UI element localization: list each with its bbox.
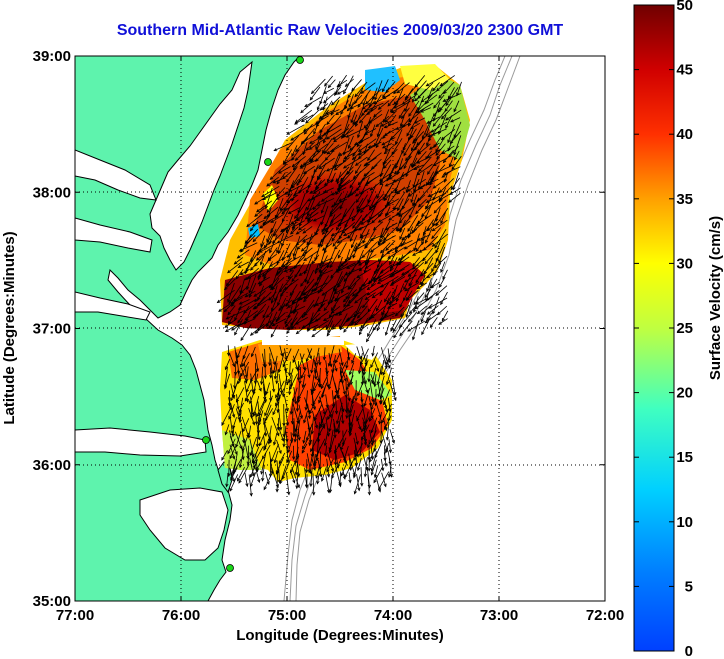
radar-station-marker — [226, 564, 234, 572]
colorbar-label: Surface Velocity (cm/s) — [707, 216, 724, 380]
y-tick-label: 36:00 — [33, 457, 71, 474]
y-tick-label: 35:00 — [33, 593, 71, 610]
bathymetry-contours — [283, 56, 521, 601]
x-tick-label: 76:00 — [162, 607, 200, 624]
colorbar-tick-label: 10 — [676, 514, 693, 531]
x-axis: 77:00 76:00 75:00 74:00 73:00 72:00 — [56, 56, 624, 624]
colorbar-tick-label: 20 — [676, 385, 693, 402]
colorbar-tick-label: 50 — [676, 0, 693, 14]
colorbar-tick-label: 25 — [676, 320, 693, 337]
albemarle-sound — [75, 427, 207, 457]
radar-station-marker — [296, 56, 304, 64]
x-tick-label: 77:00 — [56, 607, 94, 624]
colorbar-tick-label: 35 — [676, 191, 693, 208]
potomac-river — [75, 149, 157, 201]
y-axis-label: Latitude (Degrees:Minutes) — [1, 231, 18, 424]
x-tick-label: 75:00 — [268, 607, 306, 624]
x-tick-label: 72:00 — [586, 607, 624, 624]
velocity-vectors — [216, 74, 462, 497]
colorbar-tick-label: 0 — [685, 643, 693, 659]
radar-stations — [202, 56, 304, 572]
chesapeake-bay — [149, 60, 253, 271]
colorbar — [633, 4, 675, 652]
x-axis-label: Longitude (Degrees:Minutes) — [236, 627, 444, 644]
rappahannock-river — [75, 217, 153, 253]
map-grid — [75, 56, 605, 601]
colorbar-tick-label: 45 — [676, 62, 693, 79]
pamlico-sound — [139, 487, 229, 561]
y-axis: 39:00 38:00 37:00 36:00 35:00 — [33, 48, 605, 610]
x-tick-label: 73:00 — [480, 607, 518, 624]
y-tick-label: 39:00 — [33, 48, 71, 65]
y-tick-label: 38:00 — [33, 184, 71, 201]
y-tick-label: 37:00 — [33, 321, 71, 338]
colorbar-tick-label: 40 — [676, 126, 693, 143]
james-river — [75, 291, 151, 321]
x-tick-label: 74:00 — [374, 607, 412, 624]
map-title: Southern Mid-Atlantic Raw Velocities 200… — [116, 22, 564, 39]
colorbar-tick-label: 5 — [685, 578, 693, 595]
colorbar-tick-label: 30 — [676, 255, 693, 272]
radar-station-marker — [264, 158, 272, 166]
colorbar-tick-label: 15 — [676, 449, 693, 466]
radar-station-marker — [202, 436, 210, 444]
